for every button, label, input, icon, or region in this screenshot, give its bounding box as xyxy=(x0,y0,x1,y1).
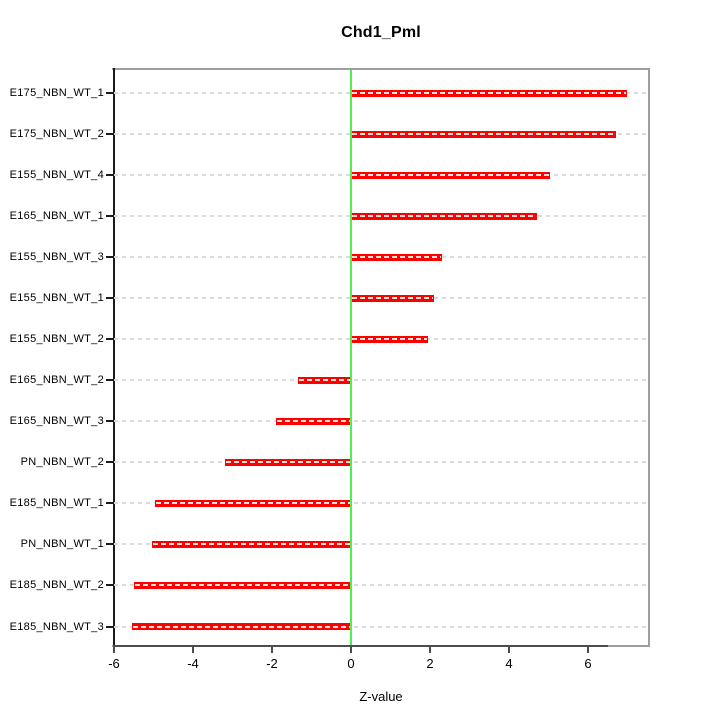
row-label: E175_NBN_WT_2 xyxy=(9,128,104,141)
row-label: E155_NBN_WT_2 xyxy=(9,333,104,346)
bar-dash-pattern xyxy=(225,461,350,464)
bar-dash-pattern xyxy=(351,297,433,300)
bar-dash-pattern xyxy=(156,502,350,505)
y-tick xyxy=(106,461,113,464)
y-tick xyxy=(106,92,113,94)
x-tick-label: 0 xyxy=(347,656,355,671)
bar xyxy=(133,581,351,589)
row-gridline xyxy=(114,543,648,546)
bar-dash-pattern xyxy=(351,215,536,218)
row-label: PN_NBN_WT_1 xyxy=(20,538,104,551)
x-tick-label: 6 xyxy=(584,656,592,671)
row-label: E165_NBN_WT_3 xyxy=(9,415,104,428)
bar xyxy=(151,540,351,548)
bar xyxy=(350,171,551,179)
row-gridline xyxy=(114,420,648,423)
row-gridline xyxy=(114,379,648,382)
bar xyxy=(350,335,428,343)
x-tick-label: -2 xyxy=(266,656,278,671)
bar-dash-pattern xyxy=(276,420,350,423)
x-axis-title: Z-value xyxy=(359,689,403,704)
x-tick-label: -4 xyxy=(187,656,199,671)
y-tick xyxy=(106,133,113,136)
row-label: E165_NBN_WT_2 xyxy=(9,374,104,387)
zero-line xyxy=(349,70,352,645)
bar-dash-pattern xyxy=(351,92,627,94)
bar-dash-pattern xyxy=(298,379,350,382)
bar-dash-pattern xyxy=(351,338,427,341)
chart-title: Chd1_Pml xyxy=(341,24,421,41)
bar xyxy=(297,376,351,384)
bar xyxy=(131,623,351,631)
row-label: E155_NBN_WT_3 xyxy=(9,251,104,264)
y-tick xyxy=(106,379,113,382)
bar xyxy=(275,417,351,425)
row-label: PN_NBN_WT_2 xyxy=(20,456,104,469)
row-label: E165_NBN_WT_1 xyxy=(9,210,104,223)
y-tick xyxy=(106,625,113,628)
bar xyxy=(224,458,351,466)
y-tick xyxy=(106,297,113,300)
row-label: E185_NBN_WT_2 xyxy=(9,579,104,592)
y-axis-line xyxy=(113,68,115,647)
row-label: E155_NBN_WT_4 xyxy=(9,169,104,182)
bar xyxy=(350,89,628,97)
plot-border-right xyxy=(648,68,650,647)
bar-dash-pattern xyxy=(351,133,615,136)
row-label: E185_NBN_WT_1 xyxy=(9,497,104,510)
bar xyxy=(350,130,616,138)
x-axis-line xyxy=(113,645,608,647)
y-tick xyxy=(106,256,113,259)
bar xyxy=(350,253,442,261)
bar xyxy=(155,499,351,507)
x-tick-label: -6 xyxy=(108,656,120,671)
bar-dash-pattern xyxy=(132,625,350,628)
y-tick xyxy=(106,543,113,546)
row-label: E155_NBN_WT_1 xyxy=(9,292,104,305)
row-label: E175_NBN_WT_1 xyxy=(9,87,104,99)
y-tick xyxy=(106,420,113,423)
x-tick xyxy=(507,647,510,653)
x-tick xyxy=(428,647,431,653)
y-tick xyxy=(106,338,113,341)
x-tick xyxy=(191,647,194,653)
row-label: E185_NBN_WT_3 xyxy=(9,620,104,633)
bar xyxy=(350,294,434,302)
row-gridline xyxy=(114,461,648,464)
x-tick xyxy=(113,647,115,653)
plot-border-top xyxy=(112,68,650,70)
y-axis-labels: E175_NBN_WT_1 E175_NBN_WT_2 E155_NBN_WT_4 E… xyxy=(0,0,113,720)
bar xyxy=(350,212,537,220)
bar-dash-pattern xyxy=(351,174,550,177)
x-tick xyxy=(349,647,352,653)
plot-area xyxy=(114,70,648,645)
y-tick xyxy=(106,174,113,177)
bar-dash-pattern xyxy=(134,584,350,587)
y-tick xyxy=(106,584,113,587)
row-gridline xyxy=(114,625,648,628)
bar-dash-pattern xyxy=(351,256,441,259)
x-tick xyxy=(586,647,589,653)
row-gridline xyxy=(114,584,648,587)
y-tick xyxy=(106,215,113,218)
x-tick-label: 2 xyxy=(426,656,434,671)
y-tick xyxy=(106,502,113,505)
x-tick xyxy=(270,647,273,653)
row-gridline xyxy=(114,502,648,505)
x-tick-label: 4 xyxy=(505,656,513,671)
bar-dash-pattern xyxy=(152,543,350,546)
